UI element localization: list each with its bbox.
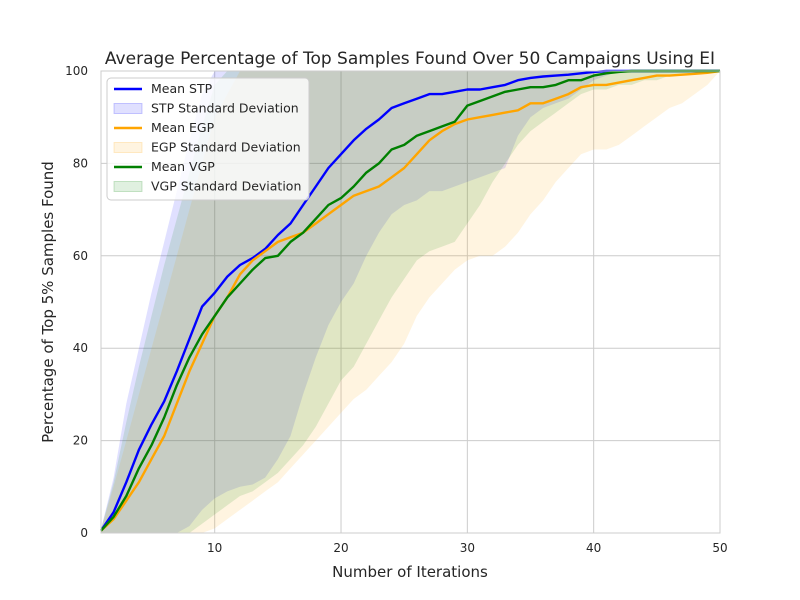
y-tick-label: 40: [73, 341, 88, 355]
legend-box: [106, 77, 310, 201]
mean-stp-legend-label: Mean STP: [151, 81, 213, 96]
y-tick-label: 0: [80, 526, 88, 540]
y-axis-label: Percentage of Top 5% Samples Found: [39, 161, 57, 443]
vgp-standard-deviation-legend-swatch: [113, 181, 143, 192]
egp-standard-deviation-legend-label: EGP Standard Deviation: [151, 140, 301, 155]
x-tick-label: 30: [460, 541, 475, 555]
stp-standard-deviation-legend-label: STP Standard Deviation: [151, 101, 299, 116]
axes-frame: [100, 70, 721, 534]
mean-egp-line: [100, 69, 721, 532]
mean-vgp-legend-label: Mean VGP: [151, 159, 215, 174]
x-tick-label: 40: [586, 541, 601, 555]
mean-egp-legend-label: Mean EGP: [151, 120, 215, 135]
x-tick-label: 50: [712, 541, 727, 555]
legend: Mean STP STP Standard Deviation Mean EGP EG…: [106, 77, 310, 201]
egp-standard-deviation-legend-swatch: [113, 142, 143, 153]
x-tick-labels: 10 20 30 40 50: [207, 541, 728, 555]
y-tick-label: 80: [73, 156, 88, 170]
vgp-standard-deviation-legend-label: VGP Standard Deviation: [151, 179, 301, 194]
x-tick-label: 10: [207, 541, 222, 555]
y-tick-labels: 0 20 40 60 80 100: [65, 64, 88, 540]
stp-standard-deviation-legend-swatch: [113, 103, 143, 114]
mean-vgp-line: [100, 69, 720, 532]
chart-title: Average Percentage of Top Samples Found …: [105, 49, 715, 69]
y-tick-label: 100: [65, 64, 88, 78]
x-tick-label: 20: [333, 541, 348, 555]
y-tick-label: 20: [73, 434, 88, 448]
x-axis-label: Number of Iterations: [332, 563, 488, 581]
y-tick-label: 60: [73, 249, 88, 263]
